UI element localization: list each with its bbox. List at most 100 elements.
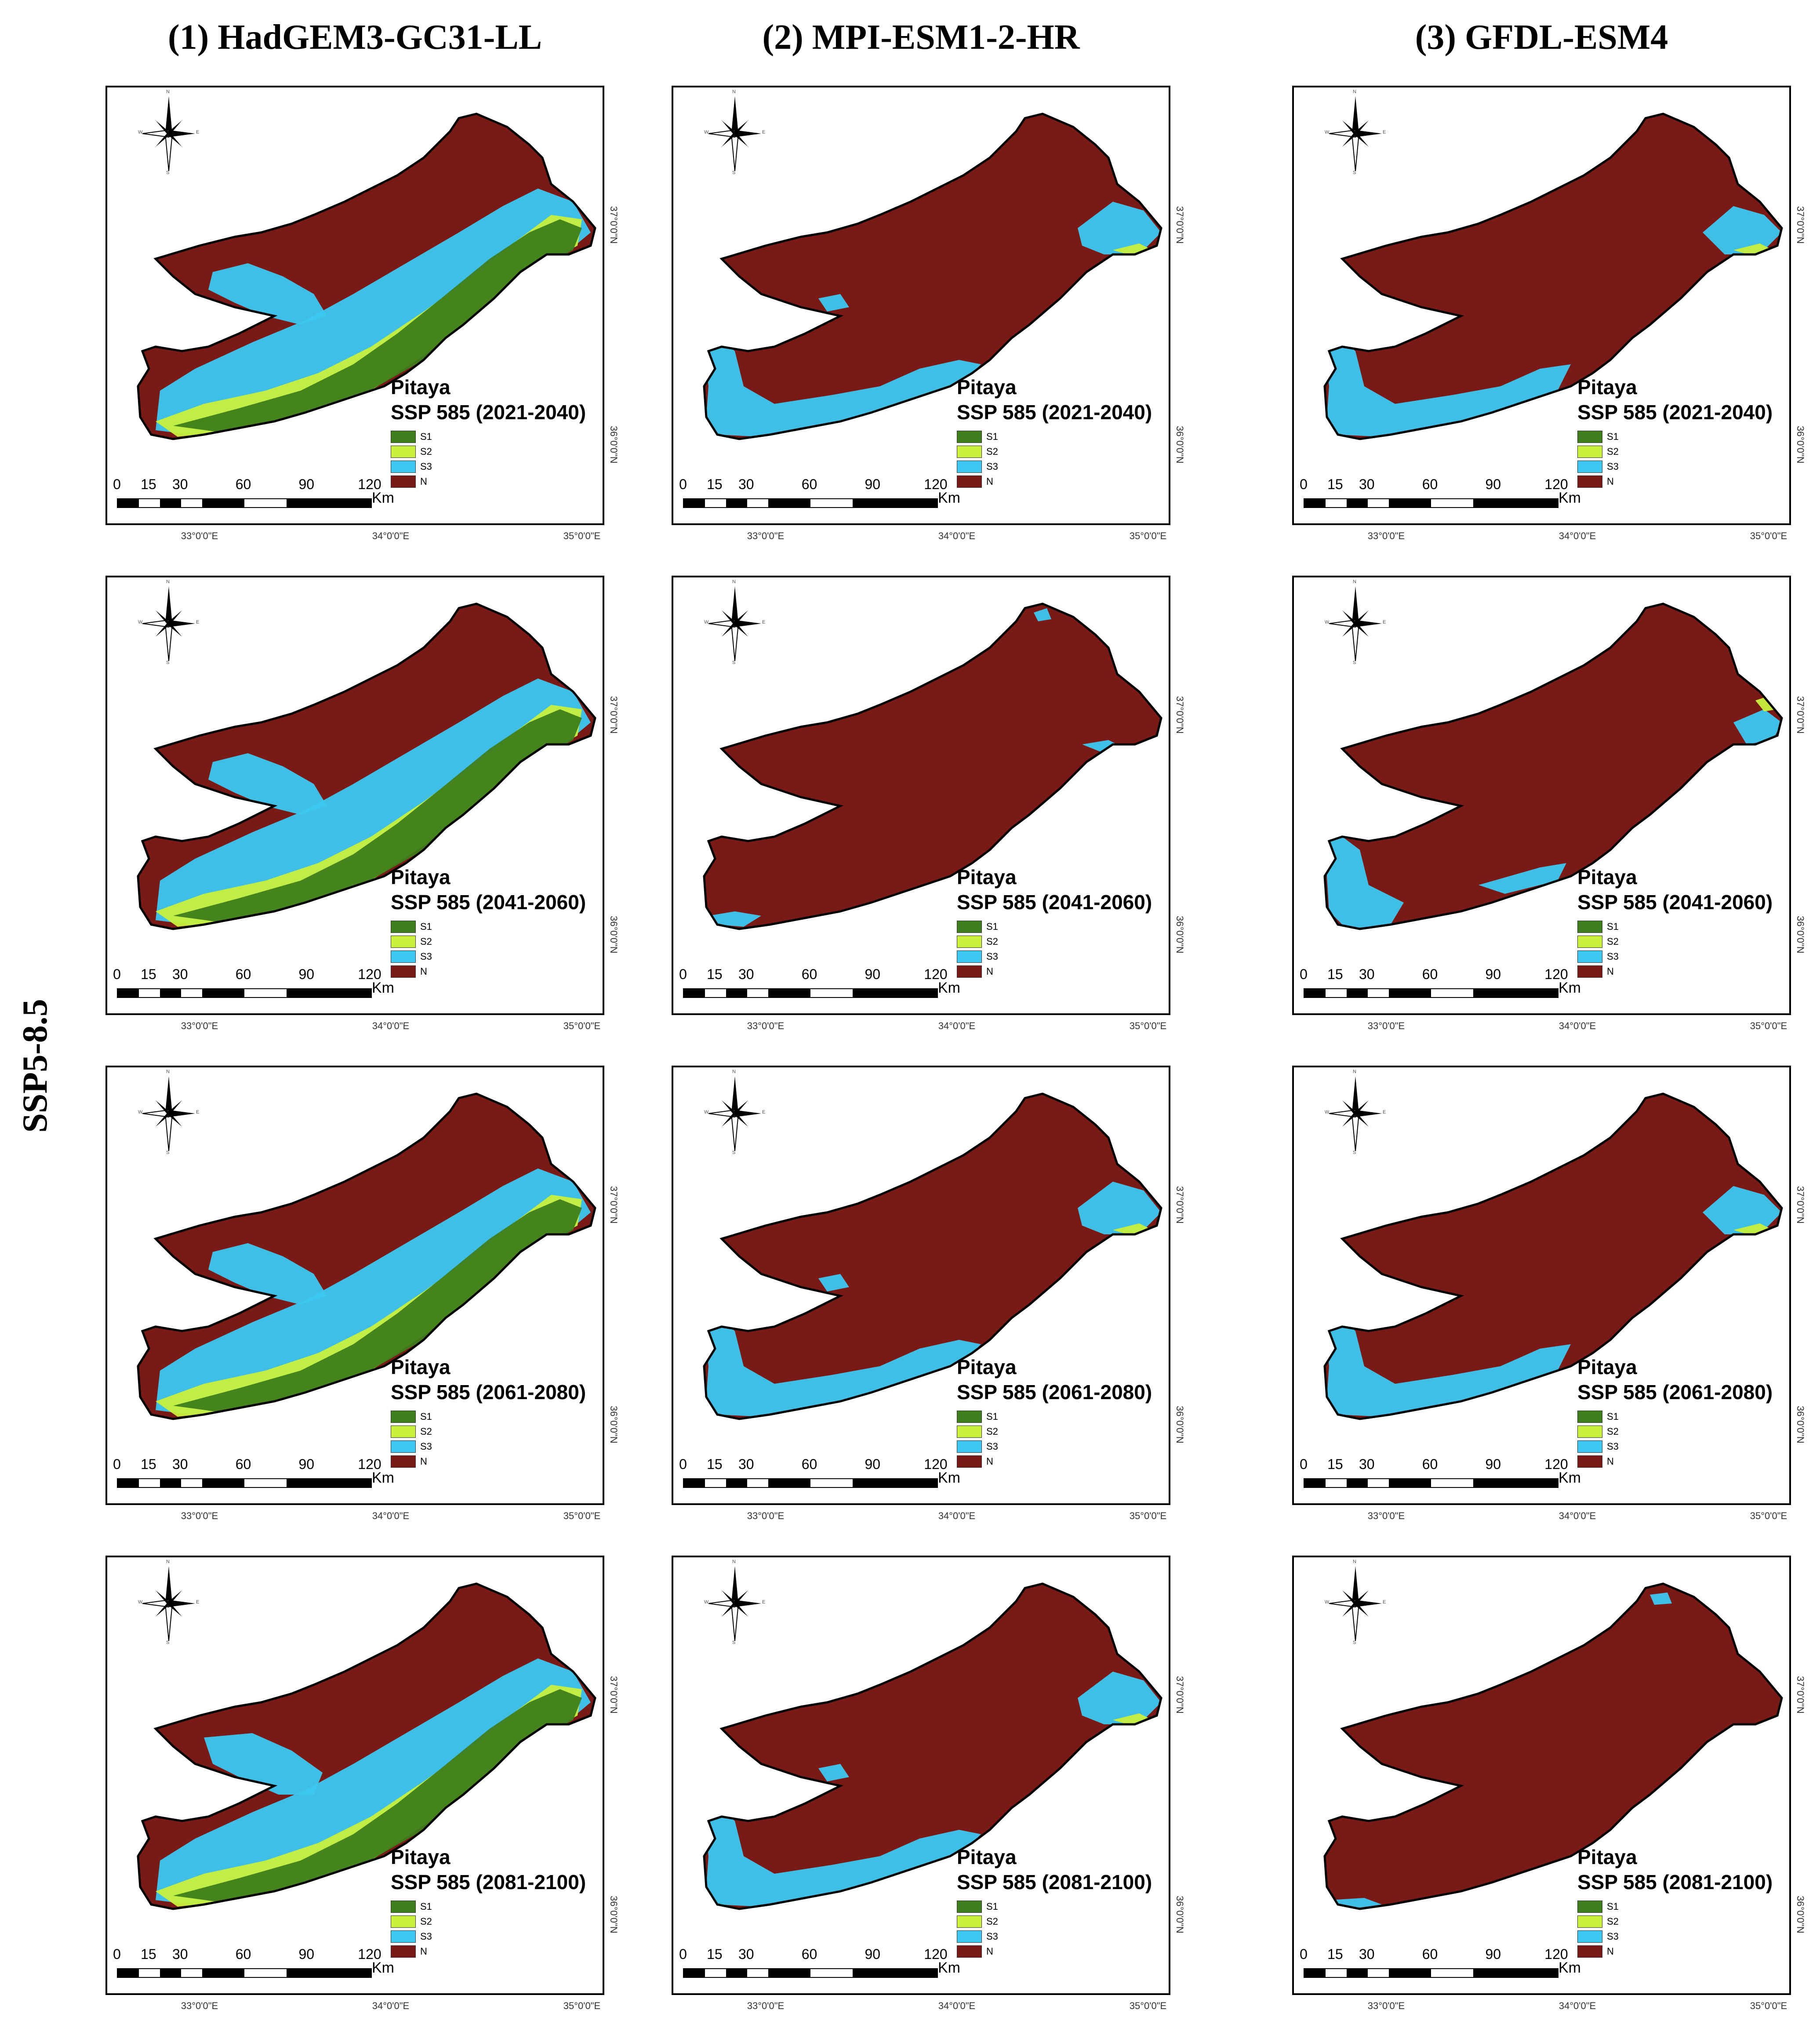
zone-s3 [1078,1672,1161,1724]
scale-segment [1304,1479,1326,1487]
compass-label-s: S [1353,1640,1356,1645]
zone-s3 [1650,1592,1672,1605]
map-panel-1-4: N S E W Pitaya SSP 585 (2081-2100) S1 S2 S3 N 0 15 3… [105,1556,619,2011]
longitude-tick-label: 33°0'0"E [181,1510,218,1521]
scale-label: 60 [235,476,251,492]
zone-s3 [818,1274,849,1291]
compass-label-s: S [166,1640,170,1645]
legend-label: S2 [420,936,432,947]
scale-segment [705,499,726,507]
legend-crop-title: Pitaya [957,866,1017,889]
zone-s3 [1034,608,1051,621]
scale-bar [683,498,938,508]
legend-label: S2 [1607,1426,1619,1437]
legend-label: S1 [1607,921,1619,932]
legend-crop-title: Pitaya [957,376,1017,399]
scale-bar [1304,1478,1558,1488]
compass-label-e: E [762,1110,766,1115]
legend: S1 S2 S3 N [957,1899,998,1959]
scale-label: 0 [679,966,687,982]
legend: S1 S2 S3 N [391,429,432,489]
longitude-tick-label: 33°0'0"E [747,2000,785,2011]
scale-segment [118,989,139,997]
legend-crop-title: Pitaya [391,1356,450,1378]
scale-label: 0 [113,1456,121,1472]
legend-label: S3 [420,1441,432,1452]
scale-segment [768,499,810,507]
scale-label: 60 [801,1946,817,1962]
region-outline [1323,602,1783,930]
scale-segment [139,1969,160,1977]
scale-label: 120 [924,1456,948,1472]
legend-crop-title: Pitaya [1577,866,1637,889]
zone-s3 [208,263,327,325]
scale-segment [1326,989,1347,997]
legend-item-s1: S1 [391,919,432,934]
scale-segment [1431,1479,1473,1487]
compass-label-w: W [138,620,143,625]
compass-label-s: S [166,1150,170,1155]
scale-label: 60 [1422,1946,1438,1962]
legend-swatch [957,1426,982,1438]
legend-label: N [420,1946,427,1957]
compass-label-n: N [166,89,170,94]
latitude-tick-label: 37°0'0"N [1174,1676,1185,1714]
latitude-tick-label: 37°0'0"N [608,696,619,734]
legend-label: S1 [986,431,998,442]
latitude-tick-label: 37°0'0"N [608,1676,619,1714]
scale-unit: Km [372,1469,394,1486]
north-arrow-icon: N S E W [138,579,200,665]
latitude-tick-label: 37°0'0"N [1795,206,1806,244]
scale-segment [1368,1479,1389,1487]
scale-segment [1347,1969,1368,1977]
legend-item-s1: S1 [1577,919,1619,934]
zone-s3 [1325,837,1404,929]
legend-crop-title: Pitaya [391,376,450,399]
scale-segment [160,989,181,997]
scale-label: 15 [707,476,723,492]
legend-label: S3 [1607,951,1619,962]
scale-label: 90 [865,1456,881,1472]
scale-label: 60 [801,476,817,492]
region-outline [137,602,596,930]
map-panel-2-3: N S E W Pitaya SSP 585 (2061-2080) S1 S2 S3 N 0 15 3… [672,1066,1185,1521]
scale-label: 90 [1485,966,1501,982]
legend: S1 S2 S3 N [1577,919,1619,979]
legend-period-title: SSP 585 (2081-2100) [957,1871,1152,1894]
legend-swatch [391,950,416,963]
longitude-tick-label: 35°0'0"E [1750,1020,1787,1031]
legend-label: S3 [1607,1931,1619,1942]
column-title-mpi: (2) MPI-ESM1-2-HR [762,18,1080,57]
scale-segment [810,499,853,507]
legend-swatch [1577,936,1602,948]
scale-segment [1304,499,1326,507]
compass-label-s: S [1353,170,1356,175]
suitability-map [703,1092,1162,1420]
legend-swatch [1577,1426,1602,1438]
scale-segment [244,1479,287,1487]
suitability-map [137,1092,596,1420]
scale-segment [1368,989,1389,997]
longitude-tick-label: 34°0'0"E [372,530,410,541]
scale-segment [726,499,747,507]
compass-label-e: E [1383,1600,1386,1605]
legend-swatch [1577,950,1602,963]
scale-label: 90 [865,966,881,982]
legend-item-n: N [957,474,998,489]
scale-segment [1326,1479,1347,1487]
scale-label: 90 [298,966,315,982]
scale-segment [139,989,160,997]
legend-swatch [391,1901,416,1913]
scale-label: 60 [1422,476,1438,492]
legend-item-s3: S3 [957,1439,998,1454]
latitude-tick-label: 36°0'0"N [1795,1896,1806,1933]
scale-label: 15 [707,1456,723,1472]
legend-period-title: SSP 585 (2041-2060) [1577,891,1773,914]
legend-swatch [391,446,416,458]
scale-segment [684,989,705,997]
scale-label: 60 [235,1946,251,1962]
compass-label-n: N [166,579,170,584]
scale-segment [1389,1479,1431,1487]
compass-label-s: S [732,170,736,175]
legend-item-s2: S2 [391,1914,432,1929]
